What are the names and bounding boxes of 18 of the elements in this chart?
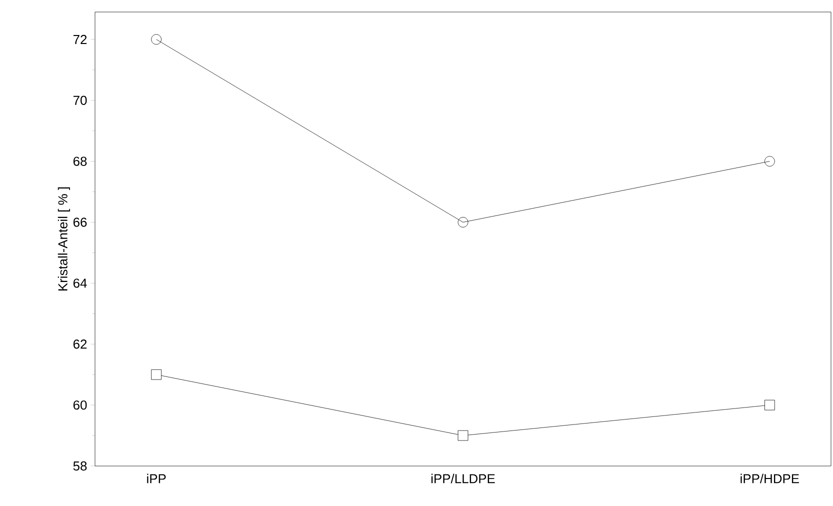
y-tick-label: 60	[73, 400, 87, 410]
x-tick-label: iPP/HDPE	[740, 474, 799, 484]
point	[151, 34, 162, 45]
y-tick-label: 58	[73, 461, 87, 471]
point	[764, 400, 775, 410]
y-tick-label: 66	[73, 218, 87, 227]
point	[764, 156, 775, 166]
x-tick-label: iPP/LLDPE	[431, 474, 495, 484]
y-tick-label: 64	[73, 278, 87, 288]
y-tick-label: 70	[73, 96, 87, 105]
point	[151, 369, 162, 380]
y-tick-label: 68	[73, 156, 87, 166]
y-tick-label: 62	[73, 340, 87, 349]
point	[458, 430, 468, 441]
y-tick-label: 72	[73, 34, 87, 44]
point	[458, 217, 468, 228]
x-tick-label: iPP	[147, 474, 166, 484]
y-axis-title: Kristall-Anteil [ % ]	[58, 187, 70, 290]
